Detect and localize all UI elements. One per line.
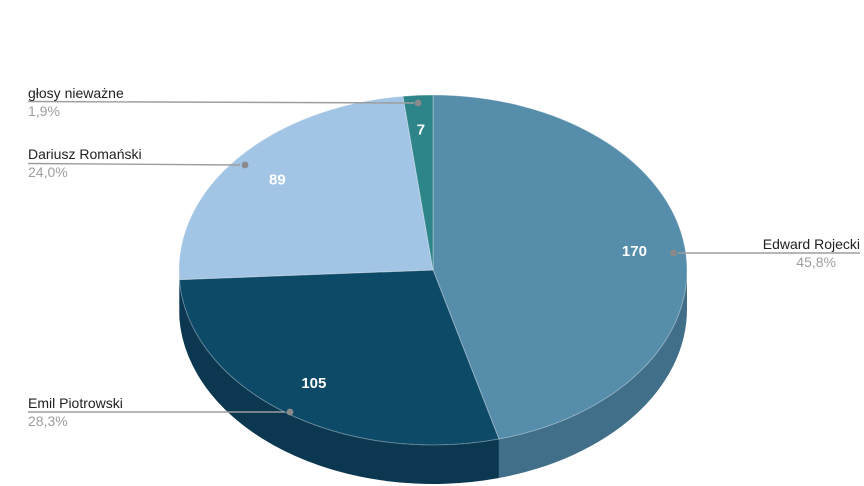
slice-percent-emil-piotrowski: 28,3%	[28, 413, 68, 429]
slice-value-dariusz-roma-ski: 89	[269, 171, 286, 188]
slice-value-edward-rojecki: 170	[622, 243, 647, 260]
slice-label-edward-rojecki: Edward Rojecki	[762, 236, 860, 252]
leader-line-g-osy-niewa-ne	[27, 100, 415, 104]
callout-dariusz-romanski: Dariusz Romański 24,0%	[28, 147, 142, 180]
pie-slice-side-emil-piotrowski	[179, 279, 499, 484]
pie-slice-dariusz-roma-ski[interactable]	[178, 95, 434, 281]
pie-slice-g-osy-niewa-ne[interactable]	[402, 94, 434, 271]
leader-line-dariusz-roma-ski	[27, 162, 241, 166]
callout-edward-rojecki: Edward Rojecki 45,8%	[763, 237, 860, 270]
leader-dot-g-osy-niewa-ne	[414, 99, 422, 107]
pie-slice-edward-rojecki[interactable]	[432, 94, 688, 440]
slice-percent-dariusz-romanski: 24,0%	[28, 164, 68, 180]
leader-dot-dariusz-roma-ski	[241, 161, 249, 169]
slice-value-g-osy-niewa-ne: 7	[417, 122, 425, 139]
slice-label-emil-piotrowski: Emil Piotrowski	[28, 395, 123, 411]
slice-label-dariusz-romanski: Dariusz Romański	[28, 146, 142, 162]
slice-percent-edward-rojecki: 45,8%	[796, 254, 836, 270]
callout-glosy-niewazne: głosy nieważne 1,9%	[28, 86, 124, 119]
slice-percent-glosy-niewazne: 1,9%	[28, 103, 60, 119]
leader-dot-emil-piotrowski	[286, 408, 294, 416]
leader-dot-edward-rojecki	[670, 249, 677, 257]
pie-slice-side-edward-rojecki	[498, 270, 687, 479]
slice-value-emil-piotrowski: 105	[301, 375, 326, 392]
callout-emil-piotrowski: Emil Piotrowski 28,3%	[28, 396, 123, 429]
slice-label-glosy-niewazne: głosy nieważne	[28, 85, 124, 101]
